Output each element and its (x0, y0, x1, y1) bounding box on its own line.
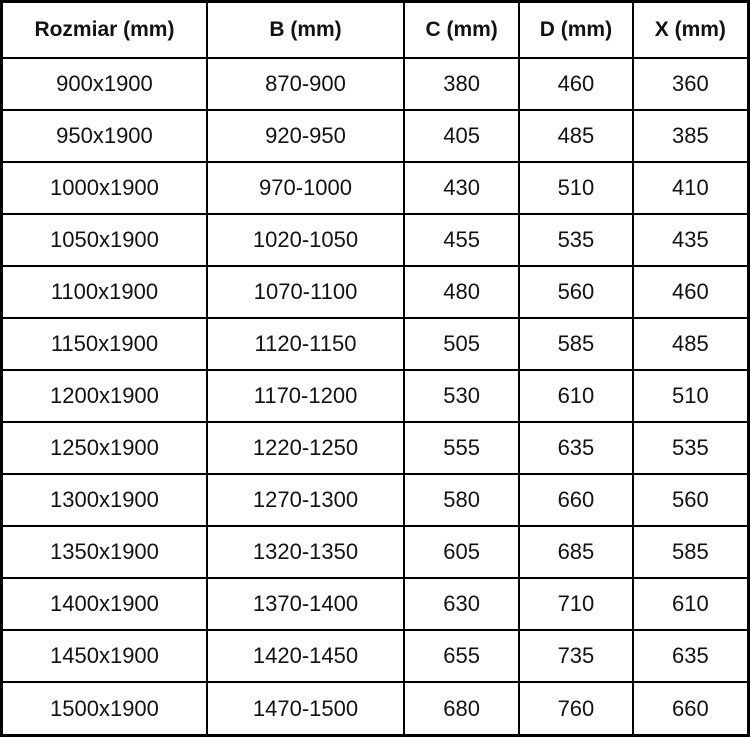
table-cell: 1370-1400 (205, 577, 406, 632)
table-cell: 560 (631, 473, 750, 528)
table-cell: 580 (403, 473, 521, 528)
table-cell: 1250x1900 (0, 421, 208, 476)
column-header-c: C (mm) (403, 0, 521, 59)
table-cell: 920-950 (205, 108, 406, 163)
table-cell: 535 (631, 421, 750, 476)
table-cell: 560 (518, 264, 634, 319)
table-cell: 1170-1200 (205, 368, 406, 424)
table-row: 1150x1900 1120-1150 505 585 485 (0, 316, 750, 371)
table-cell: 735 (518, 629, 634, 684)
table-cell: 385 (631, 108, 750, 163)
table-cell: 660 (631, 681, 750, 737)
table-row: 1200x1900 1170-1200 530 610 510 (0, 368, 750, 424)
table-cell: 970-1000 (205, 160, 406, 215)
table-cell: 1300x1900 (0, 473, 208, 528)
table-body: 900x1900 870-900 380 460 360 950x1900 920-950 4… (0, 56, 750, 737)
table-cell: 630 (403, 577, 521, 632)
table-header: Rozmiar (mm) B (mm) C (mm) D (mm) X (mm) (0, 0, 750, 59)
table-cell: 1470-1500 (205, 681, 406, 737)
table-cell: 680 (403, 681, 521, 737)
table-cell: 1120-1150 (205, 316, 406, 371)
table-cell: 900x1900 (0, 56, 208, 111)
column-header-rozmiar: Rozmiar (mm) (0, 0, 208, 59)
table-cell: 410 (631, 160, 750, 215)
table-cell: 510 (631, 368, 750, 424)
table-cell: 455 (403, 212, 521, 267)
table-cell: 485 (518, 108, 634, 163)
table-cell: 530 (403, 368, 521, 424)
column-header-x: X (mm) (631, 0, 750, 59)
table-row: 1500x1900 1470-1500 680 760 660 (0, 681, 750, 737)
table-cell: 435 (631, 212, 750, 267)
table-cell: 1100x1900 (0, 264, 208, 319)
table-row: 1050x1900 1020-1050 455 535 435 (0, 212, 750, 267)
table-cell: 510 (518, 160, 634, 215)
table-cell: 1320-1350 (205, 525, 406, 580)
table-cell: 1150x1900 (0, 316, 208, 371)
table-cell: 1400x1900 (0, 577, 208, 632)
table-cell: 1420-1450 (205, 629, 406, 684)
table-row: 1450x1900 1420-1450 655 735 635 (0, 629, 750, 684)
table-cell: 460 (518, 56, 634, 111)
table-cell: 1200x1900 (0, 368, 208, 424)
table-cell: 485 (631, 316, 750, 371)
table-cell: 555 (403, 421, 521, 476)
table-cell: 610 (518, 368, 634, 424)
table-cell: 610 (631, 577, 750, 632)
table-cell: 585 (631, 525, 750, 580)
table-cell: 585 (518, 316, 634, 371)
header-row: Rozmiar (mm) B (mm) C (mm) D (mm) X (mm) (0, 0, 750, 59)
table-row: 1100x1900 1070-1100 480 560 460 (0, 264, 750, 319)
table-cell: 460 (631, 264, 750, 319)
table-cell: 760 (518, 681, 634, 737)
table-cell: 535 (518, 212, 634, 267)
table-cell: 1450x1900 (0, 629, 208, 684)
table-row: 1250x1900 1220-1250 555 635 535 (0, 421, 750, 476)
table-row: 950x1900 920-950 405 485 385 (0, 108, 750, 163)
table-cell: 685 (518, 525, 634, 580)
table-cell: 380 (403, 56, 521, 111)
table-cell: 870-900 (205, 56, 406, 111)
table-row: 1350x1900 1320-1350 605 685 585 (0, 525, 750, 580)
table-cell: 1350x1900 (0, 525, 208, 580)
table-cell: 1500x1900 (0, 681, 208, 737)
table-row: 900x1900 870-900 380 460 360 (0, 56, 750, 111)
table-cell: 1220-1250 (205, 421, 406, 476)
table-cell: 635 (631, 629, 750, 684)
table-cell: 635 (518, 421, 634, 476)
table-cell: 480 (403, 264, 521, 319)
table-cell: 1070-1100 (205, 264, 406, 319)
table-cell: 1020-1050 (205, 212, 406, 267)
column-header-d: D (mm) (518, 0, 634, 59)
table-cell: 1270-1300 (205, 473, 406, 528)
column-header-b: B (mm) (205, 0, 406, 59)
table-cell: 1000x1900 (0, 160, 208, 215)
table-cell: 360 (631, 56, 750, 111)
table-cell: 1050x1900 (0, 212, 208, 267)
table-cell: 430 (403, 160, 521, 215)
table-cell: 710 (518, 577, 634, 632)
table-row: 1400x1900 1370-1400 630 710 610 (0, 577, 750, 632)
table-cell: 655 (403, 629, 521, 684)
table-cell: 505 (403, 316, 521, 371)
table-cell: 405 (403, 108, 521, 163)
table-row: 1300x1900 1270-1300 580 660 560 (0, 473, 750, 528)
table-cell: 605 (403, 525, 521, 580)
table-cell: 660 (518, 473, 634, 528)
table-cell: 950x1900 (0, 108, 208, 163)
table-row: 1000x1900 970-1000 430 510 410 (0, 160, 750, 215)
